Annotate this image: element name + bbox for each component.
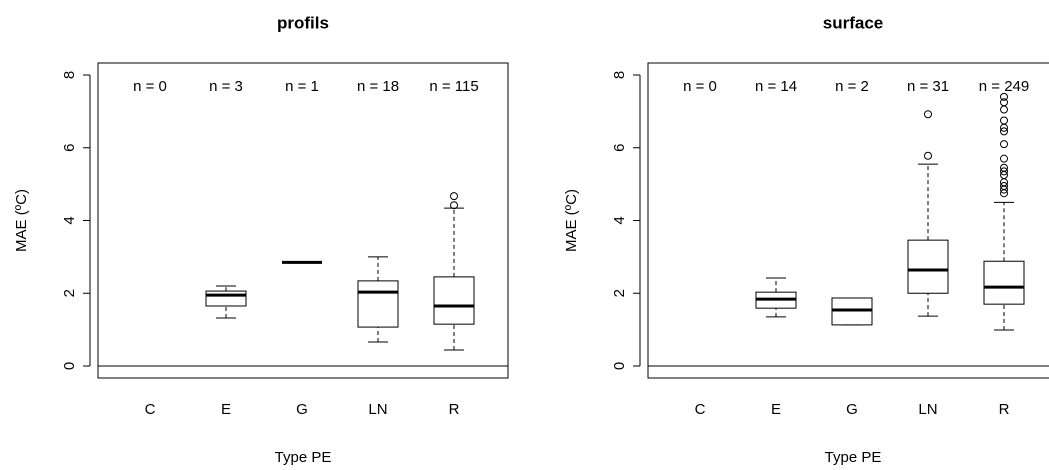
count-label: n = 3 <box>209 78 243 95</box>
outlier <box>1000 105 1008 114</box>
y-tick-label: 6 <box>61 144 78 152</box>
outlier <box>1000 92 1008 101</box>
chart-title: profils <box>277 13 329 32</box>
outlier <box>1000 127 1008 136</box>
count-label: n = 2 <box>835 78 869 95</box>
outlier <box>1000 116 1008 125</box>
x-tick-label: G <box>846 401 858 418</box>
x-tick-label: E <box>771 401 781 418</box>
outlier <box>1000 140 1008 149</box>
y-tick-label: 4 <box>61 216 78 224</box>
outlier <box>924 151 932 160</box>
outlier <box>1000 167 1008 176</box>
y-tick-label: 8 <box>611 71 628 79</box>
box <box>433 276 475 325</box>
plot-frame <box>97 62 509 379</box>
count-label: n = 18 <box>357 78 399 95</box>
x-tick-label: R <box>999 401 1010 418</box>
y-axis-label: MAE (ºC) <box>13 189 30 252</box>
y-tick-label: 2 <box>61 289 78 297</box>
x-axis-label: Type PE <box>825 449 882 466</box>
outlier <box>1000 181 1008 190</box>
count-label: n = 0 <box>133 78 167 95</box>
x-tick-label: C <box>145 401 156 418</box>
box <box>907 239 949 294</box>
count-label: n = 31 <box>907 78 949 95</box>
box <box>205 290 247 307</box>
count-label: n = 249 <box>979 78 1029 95</box>
outlier <box>1000 98 1008 107</box>
x-axis-label: Type PE <box>275 449 332 466</box>
x-tick-label: G <box>296 401 308 418</box>
y-tick-label: 6 <box>611 144 628 152</box>
y-tick-label: 0 <box>611 362 628 370</box>
x-tick-label: C <box>695 401 706 418</box>
x-tick-label: LN <box>918 401 937 418</box>
y-axis-label: MAE (ºC) <box>563 189 580 252</box>
y-tick-label: 8 <box>61 71 78 79</box>
outlier <box>924 110 932 119</box>
x-tick-label: LN <box>368 401 387 418</box>
count-label: n = 14 <box>755 78 797 95</box>
outlier <box>450 192 458 201</box>
x-tick-label: E <box>221 401 231 418</box>
plot-frame <box>647 62 1049 379</box>
count-label: n = 1 <box>285 78 319 95</box>
box <box>983 260 1025 305</box>
outlier <box>1000 154 1008 163</box>
y-tick-label: 4 <box>611 216 628 224</box>
y-tick-label: 0 <box>61 362 78 370</box>
count-label: n = 115 <box>429 78 478 95</box>
y-tick-label: 2 <box>611 289 628 297</box>
chart-title: surface <box>823 13 883 32</box>
x-tick-label: R <box>449 401 460 418</box>
outlier <box>450 201 458 210</box>
outlier <box>1000 163 1008 172</box>
count-label: n = 0 <box>683 78 717 95</box>
box <box>357 280 399 328</box>
